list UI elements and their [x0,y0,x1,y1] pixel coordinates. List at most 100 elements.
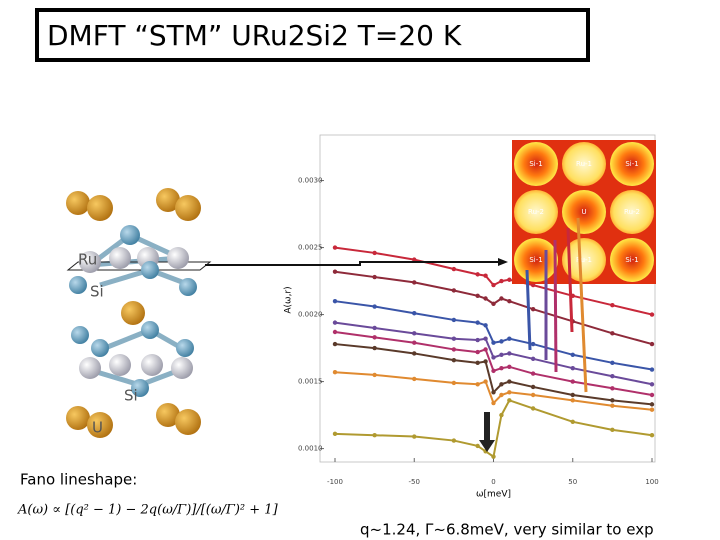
data-point [507,398,512,403]
x-tick-label: 100 [645,478,658,486]
data-point [412,311,417,316]
structure-label: Ru [78,251,97,269]
inset-label: Ru-2 [624,208,640,216]
inset-site [562,238,606,282]
data-point [610,386,615,391]
inset-map: Si-1 Ru-1 Si-1 Ru-2 U Ru-2 Si-1 Ru-1 Si-1 [512,140,656,284]
inset-site [610,142,654,186]
data-point [507,351,512,356]
data-point [649,392,655,398]
data-point [483,379,488,384]
data-point [372,304,377,309]
data-point [610,303,615,308]
data-point [507,364,512,370]
data-point [332,245,338,250]
data-point [507,379,512,384]
structure-label: Si [124,387,138,405]
formula: A(ω) ∝ [(q² − 1) − 2q(ω/Γ)]/[(ω/Γ)² + 1] [17,503,279,518]
data-point [499,339,504,344]
data-point [530,371,536,376]
data-point [483,296,488,301]
data-point [530,384,536,390]
data-point [499,278,504,284]
data-point [499,365,504,371]
data-point [483,323,488,328]
structure-label: U [92,419,103,437]
data-point [491,340,496,345]
data-point [451,288,457,293]
plot: 0.0010 0.0015 0.0020 0.0025 0.0030 -100 -50 0 50… [284,134,659,500]
data-point [475,382,480,387]
data-point [372,335,377,340]
data-point [332,320,338,325]
inset-label: Si-1 [529,160,542,168]
data-point [412,376,417,382]
data-point [499,392,504,398]
inset-site [514,190,558,234]
x-tick-label: -50 [409,478,420,486]
data-point [499,382,504,387]
data-point [610,374,615,379]
data-point [412,331,417,336]
title-box [35,8,590,62]
inset-label: Ru-1 [576,160,592,168]
data-point [491,282,496,288]
data-point [570,398,575,403]
inset-label: Ru-2 [528,208,544,216]
arrows [205,217,588,452]
data-point [570,365,575,371]
data-point [491,301,496,307]
x-tick-label: 50 [568,478,577,486]
y-tick-label: 0.0015 [298,378,323,386]
inset-site [562,142,606,186]
data-point [530,307,536,312]
data-point [372,345,377,351]
y-tick-label: 0.0020 [298,311,323,319]
data-point [475,293,480,299]
data-point [570,392,575,398]
data-point [610,398,615,403]
crystal-structure [66,188,212,438]
data-point [451,336,457,341]
y-tick-label: 0.0010 [298,445,323,453]
data-point [372,325,377,331]
data-point [649,432,655,438]
data-point [372,274,377,280]
data-point [451,317,457,323]
data-point [649,402,655,407]
data-point [610,360,615,366]
data-point [649,407,655,412]
data-point [475,360,480,366]
data-point [491,390,496,395]
data-point [451,266,457,272]
y-axis-label: A(ω,r) [284,286,294,313]
inset-label: Si-1 [529,256,542,264]
data-point [372,432,377,438]
data-point [451,438,457,443]
data-point [491,368,496,374]
data-point [499,352,504,357]
data-point [475,443,480,449]
x-tick-label: -100 [327,478,343,486]
inset-label: Ru-1 [576,256,592,264]
data-point [483,359,488,364]
data-point [332,298,338,304]
data-point [475,349,480,355]
data-point [483,336,488,341]
inset-label: U [581,208,586,216]
inset-label: Si-1 [625,160,638,168]
inset-site [514,142,558,186]
slide-title: DMFT “STM” URu2Si2 T=20 K [47,19,462,52]
structure-label: Si [90,283,104,301]
data-point [649,382,655,387]
data-point [610,403,615,408]
x-tick-label: 0 [491,478,495,486]
data-point [372,250,377,256]
data-point [332,370,338,375]
data-point [451,380,457,386]
data-point [483,347,488,352]
data-point [530,406,536,411]
data-point [412,434,417,439]
data-point [491,454,496,459]
note: q~1.24, Γ~6.8meV, very similar to exp [360,521,654,539]
